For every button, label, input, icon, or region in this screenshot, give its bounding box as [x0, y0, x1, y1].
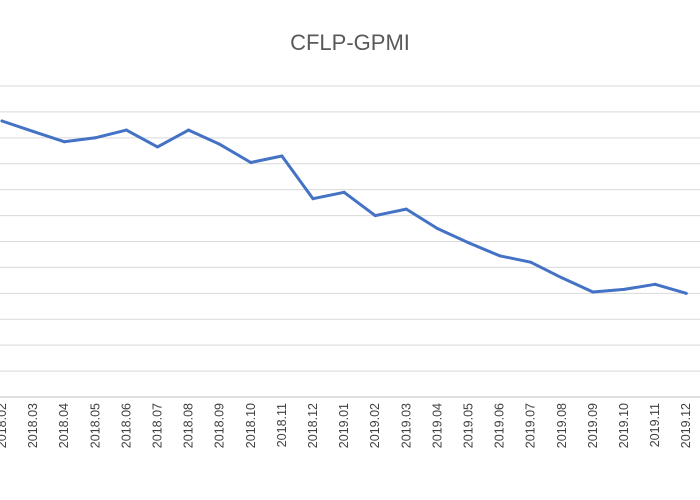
- x-tick-label: 2018.02: [0, 403, 9, 448]
- x-tick-label: 2019.02: [368, 403, 382, 448]
- data-point: [529, 260, 533, 264]
- data-point: [249, 160, 253, 164]
- x-tick-label: 2019.12: [679, 403, 693, 448]
- data-point: [498, 254, 502, 258]
- data-point: [467, 241, 470, 245]
- x-tick-label: 2019.09: [586, 403, 600, 448]
- data-point: [311, 197, 315, 201]
- data-point: [404, 207, 408, 211]
- x-tick-label: 2018.07: [151, 403, 165, 448]
- x-tick-label: 2018.09: [213, 403, 227, 448]
- x-tick-label: 2019.08: [555, 403, 569, 448]
- x-tick-label: 2018.05: [88, 403, 102, 448]
- data-point: [62, 140, 66, 144]
- data-point: [373, 214, 377, 218]
- data-point: [684, 291, 688, 295]
- data-point: [280, 154, 284, 158]
- x-tick-label: 2019.10: [617, 403, 631, 448]
- data-point: [218, 142, 222, 146]
- data-point: [622, 287, 626, 291]
- x-tick-label: 2018.10: [244, 403, 258, 448]
- gridlines: [0, 85, 700, 398]
- x-tick-label: 2018.08: [182, 403, 196, 448]
- x-tick-label: 2018.11: [275, 403, 289, 447]
- data-point: [187, 128, 191, 132]
- data-point: [591, 290, 595, 294]
- data-point: [124, 128, 128, 132]
- x-tick-label: 2019.11: [648, 403, 662, 447]
- series-group: [0, 119, 688, 295]
- data-point: [435, 227, 439, 231]
- chart-title: CFLP-GPMI: [290, 30, 410, 55]
- data-point: [0, 119, 4, 123]
- data-point: [93, 136, 97, 140]
- x-tick-label: 2018.04: [57, 403, 71, 448]
- data-point: [653, 282, 657, 286]
- x-tick-label: 2019.05: [462, 403, 476, 448]
- x-tick-label: 2019.01: [337, 403, 351, 448]
- data-point: [31, 129, 35, 133]
- x-tick-label: 2018.03: [26, 403, 40, 448]
- data-point: [156, 145, 159, 149]
- x-tick-label: 2019.07: [524, 403, 538, 448]
- x-tick-label: 2019.04: [430, 403, 444, 448]
- x-tick-label: 2018.12: [306, 403, 320, 448]
- data-point: [342, 190, 346, 194]
- x-tick-label: 2018.06: [119, 403, 133, 448]
- x-tick-label: 2019.06: [493, 403, 507, 448]
- x-tick-labels: 2018.02 2018.03 2018.04 2018.05 2018.06 2018.…: [0, 403, 693, 448]
- data-point: [560, 276, 564, 280]
- x-tick-label: 2019.03: [399, 403, 413, 448]
